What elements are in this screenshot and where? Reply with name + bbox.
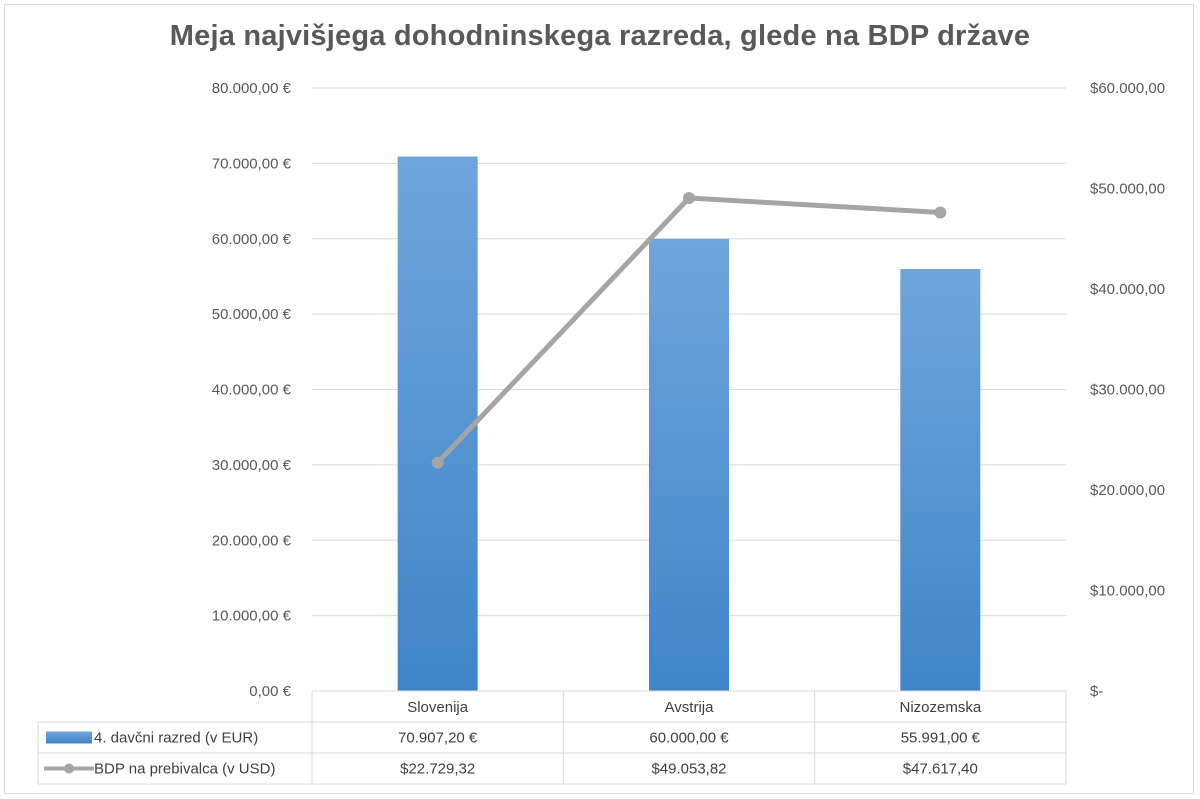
line-point — [431, 456, 444, 469]
bar — [649, 238, 729, 691]
line-point — [683, 192, 695, 205]
y2-tick-label: $- — [1090, 683, 1103, 700]
data-label: $22.729,32 — [400, 761, 475, 778]
line-point — [934, 206, 947, 219]
y2-tick-label: $50.000,00 — [1090, 181, 1165, 198]
y-tick-label: 50.000,00 € — [212, 306, 292, 323]
y-tick-label: 40.000,00 € — [212, 382, 292, 399]
category-label: Slovenija — [407, 699, 469, 716]
y-tick-label: 80.000,00 € — [212, 80, 292, 97]
y2-tick-label: $40.000,00 — [1090, 281, 1165, 298]
y2-tick-label: $60.000,00 — [1090, 80, 1165, 97]
y2-tick-label: $30.000,00 — [1090, 382, 1165, 399]
legend-key-bar — [46, 731, 92, 744]
data-label: 60.000,00 € — [649, 730, 729, 747]
y2-tick-label: $20.000,00 — [1090, 482, 1165, 499]
data-label: 70.907,20 € — [398, 730, 478, 747]
y-tick-label: 10.000,00 € — [212, 608, 292, 625]
y-tick-label: 30.000,00 € — [212, 457, 292, 474]
legend-label: 4. davčni razred (v EUR) — [94, 730, 258, 747]
legend-label: BDP na prebivalca (v USD) — [94, 761, 275, 778]
bar — [397, 156, 478, 691]
data-label: $47.617,40 — [903, 761, 978, 778]
y-tick-label: 70.000,00 € — [212, 155, 292, 172]
category-label: Avstrija — [665, 699, 715, 716]
data-label: $49.053,82 — [651, 761, 726, 778]
chart-title: Meja najvišjega dohodninskega razreda, g… — [169, 20, 1031, 52]
chart-frame — [4, 4, 1194, 794]
category-label: Nizozemska — [899, 699, 981, 716]
y-tick-label: 60.000,00 € — [212, 231, 292, 248]
y-tick-label: 20.000,00 € — [212, 532, 292, 549]
y-tick-label: 0,00 € — [249, 683, 291, 700]
y2-tick-label: $10.000,00 — [1090, 583, 1165, 600]
bar — [900, 268, 981, 691]
data-label: 55.991,00 € — [901, 730, 981, 747]
legend-key-marker — [64, 763, 74, 774]
